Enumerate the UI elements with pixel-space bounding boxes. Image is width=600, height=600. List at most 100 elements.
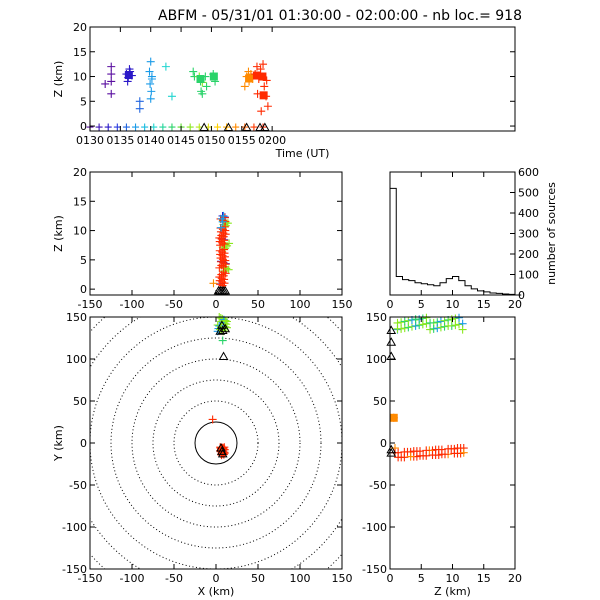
height-y-source-point	[426, 318, 435, 327]
height-y-station-triangle	[386, 337, 397, 346]
height-y-source-point	[459, 448, 468, 457]
height-y-source-point	[407, 322, 416, 331]
height-y-source-point	[404, 323, 413, 332]
height_y-x-tick-label: 10	[446, 572, 460, 585]
height-y-source-point	[411, 321, 420, 330]
plot-marks-layer	[86, 57, 522, 569]
time-height-ground-marker	[113, 123, 121, 131]
time-height-ground-marker	[232, 123, 240, 131]
height-y-source-point	[451, 321, 460, 330]
plan-view-station-triangle	[220, 323, 231, 333]
plan-view-station-triangle	[216, 443, 226, 452]
height-y-source-point	[453, 444, 462, 453]
time-height-source-square	[258, 72, 267, 81]
time-height-source-point	[260, 82, 269, 91]
x_height-y-tick-label: 10	[73, 225, 87, 238]
time-height-source-point	[135, 104, 144, 113]
height-y-source-point	[400, 324, 409, 333]
height-y-source-point	[455, 313, 464, 322]
height_y-x-tick-label: 15	[477, 572, 491, 585]
time_height-frame	[89, 26, 516, 132]
height-y-source-point	[393, 324, 402, 333]
plan-view-rings	[90, 317, 342, 569]
x-height-source-point	[220, 240, 229, 249]
x_height-y-tick-label: 5	[80, 254, 87, 267]
plan_view-x-tick-label: 50	[251, 572, 265, 585]
height-y-source-point	[400, 447, 409, 456]
plan_view-y-tick-label: -50	[69, 479, 87, 492]
plan-view-source-point	[222, 317, 231, 326]
x-height-source-point	[209, 279, 218, 288]
height-y-source-point	[444, 321, 453, 330]
height-y-source-point	[426, 325, 435, 334]
time-height-source-point	[135, 97, 144, 106]
plan_view-y-tick-label: 150	[66, 311, 87, 324]
time-height-source-square	[209, 72, 218, 81]
plan-view-source-point	[221, 316, 230, 325]
height-y-source-point	[436, 323, 445, 332]
time-height-ground-marker	[250, 123, 258, 131]
height_y-y-tick-label: 150	[366, 311, 387, 324]
time-height-source-square	[245, 74, 254, 83]
range-ring	[194, 421, 238, 465]
height-y-source-point	[429, 324, 438, 333]
height_y-y-tick-label: -150	[362, 563, 387, 576]
time_height-y-tick-label: 10	[73, 71, 87, 84]
height-y-source-point	[422, 319, 431, 328]
height-y-source-point	[415, 321, 424, 330]
time_height-x-tick-label: 0145	[167, 134, 195, 147]
plan_view-x-tick-label: -100	[120, 572, 145, 585]
height_y-y-tick-label: -100	[362, 521, 387, 534]
time-height-source-point	[240, 82, 249, 91]
time-height-source-square	[124, 71, 133, 80]
height-y-station-triangle	[386, 325, 397, 334]
time-height-source-point	[145, 67, 154, 76]
height-y-source-point	[406, 452, 415, 461]
plan-view-y-axis-title: Y (km)	[52, 425, 65, 462]
height-y-source-point	[400, 317, 409, 326]
plan_view-x-tick-label: 100	[290, 572, 311, 585]
range-ring	[173, 400, 259, 486]
time-height-ground-marker	[141, 123, 149, 131]
x_height-x-tick-label: 100	[290, 298, 311, 311]
time-height-source-point	[146, 94, 155, 103]
x-height-source-point	[219, 262, 228, 271]
time_height-x-tick-label: 0130	[76, 134, 104, 147]
x-height-source-point	[219, 211, 228, 220]
x_height-y-tick-label: 20	[73, 166, 87, 179]
time-height-ground-marker	[214, 123, 221, 131]
time-height-source-point	[147, 87, 156, 96]
x_height-x-tick-label: 0	[213, 298, 220, 311]
plan-view-x-axis-title: X (km)	[198, 585, 235, 598]
time_height-x-tick-label: 0155	[228, 134, 256, 147]
time-height-source-point	[146, 57, 155, 66]
height-y-source-point	[431, 445, 440, 454]
time-height-source-square	[252, 71, 261, 80]
x_height-x-tick-label: -150	[78, 298, 103, 311]
x_height-x-tick-label: 150	[332, 298, 353, 311]
plan_view-x-tick-label: -150	[78, 572, 103, 585]
plan_view-y-tick-label: 50	[73, 395, 87, 408]
plan-view-source-point	[218, 336, 227, 345]
height_y-x-tick-label: 5	[418, 572, 425, 585]
height-y-x-axis-title: Z (km)	[434, 585, 471, 598]
time-height-source-point	[257, 107, 266, 116]
plan-view-station-triangle	[218, 351, 229, 360]
plan_view-x-tick-label: 0	[213, 572, 220, 585]
time-height-source-point	[198, 89, 207, 98]
time-height-ground-marker	[159, 123, 167, 131]
time-height-source-point	[263, 102, 272, 111]
x-height-source-point	[218, 217, 227, 226]
time-height-source-point	[167, 92, 176, 101]
time-height-ground-marker	[104, 123, 112, 131]
time-height-ground-marker	[150, 123, 158, 131]
height_histogram-y-tick-label: 0	[518, 289, 525, 302]
height-y-source-point	[455, 320, 464, 329]
height-y-source-point	[444, 444, 453, 453]
time_height-y-tick-label: 15	[73, 46, 87, 59]
height-y-source-point	[437, 450, 446, 459]
time-height-source-point	[107, 89, 116, 98]
height_histogram-y-tick-label: 600	[518, 166, 539, 179]
time_height-x-tick-label: 0200	[258, 134, 286, 147]
